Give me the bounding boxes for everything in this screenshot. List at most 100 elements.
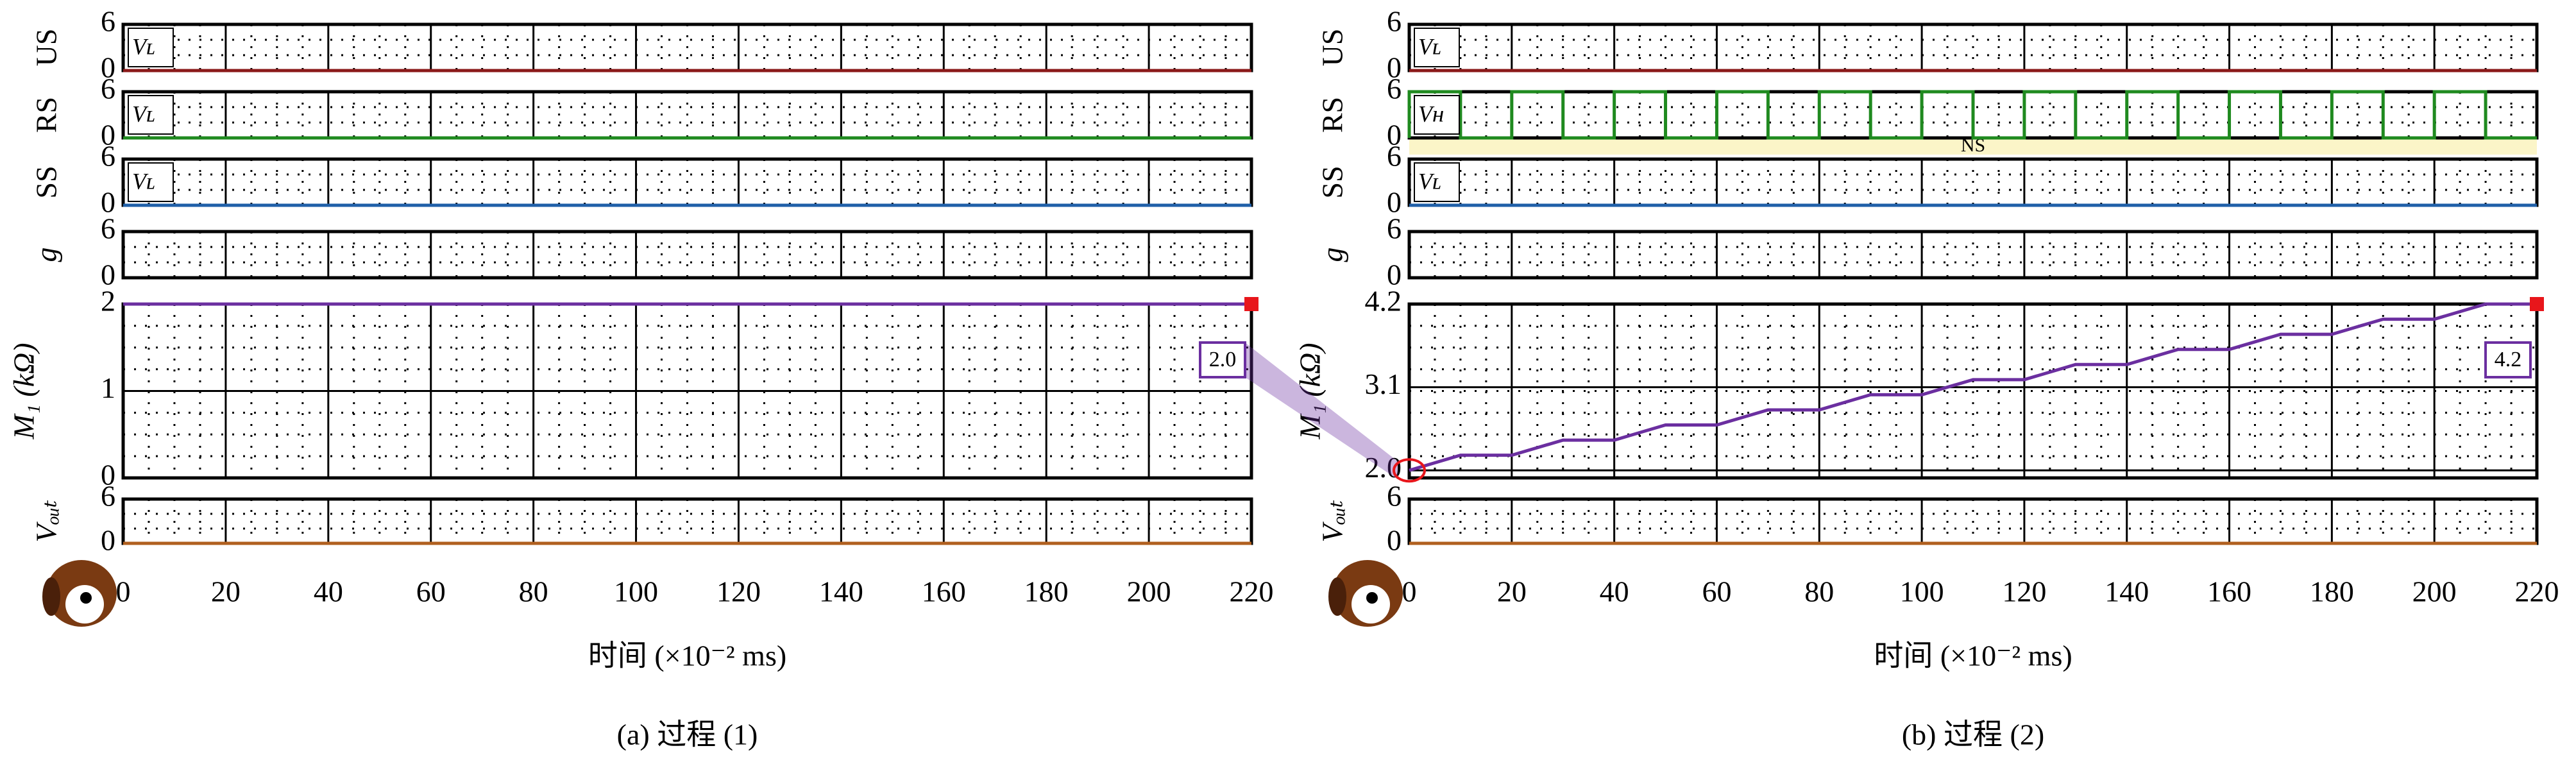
y-axis-label: g: [30, 248, 63, 262]
caption: (b) 过程 (2): [1902, 718, 2044, 751]
x-tick-label: 100: [1900, 575, 1944, 608]
x-tick-label: 120: [2002, 575, 2046, 608]
inner-label: Vʟ: [132, 168, 155, 194]
inner-label-box: [1414, 28, 1460, 67]
x-tick-label: 180: [2310, 575, 2354, 608]
y-axis-label: RS: [1316, 97, 1349, 133]
dog-nose: [1366, 592, 1378, 604]
inner-label: Vʜ: [1418, 101, 1444, 126]
inner-label: Vʟ: [132, 33, 155, 59]
x-tick-label: 180: [1024, 575, 1069, 608]
dog-muzzle: [1352, 585, 1390, 624]
x-tick-label: 140: [2105, 575, 2149, 608]
annotation-box: [2484, 341, 2532, 378]
y-axis-label: RS: [30, 97, 63, 133]
inner-label: Vʟ: [1418, 33, 1441, 59]
y-tick-label: 2: [101, 285, 115, 318]
y-axis-label: M₁ (kΩ): [8, 343, 40, 439]
dog-icon: [42, 560, 117, 627]
x-axis-label: 时间 (×10⁻² ms): [1874, 640, 2072, 672]
x-tick-label: 160: [2207, 575, 2251, 608]
end-marker: [1244, 297, 1258, 311]
y-tick-label: 0: [1387, 186, 1402, 219]
x-tick-label: 100: [614, 575, 658, 608]
x-tick-label: 120: [716, 575, 761, 608]
caption: (a) 过程 (1): [617, 718, 758, 751]
y-tick-label: 1: [101, 371, 115, 404]
y-axis-label: SS: [1316, 166, 1349, 198]
dog-ear: [1328, 577, 1346, 616]
y-tick-label: 0: [101, 524, 115, 557]
annotation: 2.0: [1209, 348, 1237, 371]
dog-muzzle: [65, 585, 104, 624]
x-tick-label: 40: [1600, 575, 1629, 608]
inner-label: Vʟ: [1418, 168, 1441, 194]
x-tick-label: 220: [1230, 575, 1274, 608]
y-axis-label: US: [1316, 29, 1349, 67]
y-tick-label: 0: [101, 51, 115, 84]
x-tick-label: 80: [1804, 575, 1834, 608]
x-tick-label: 200: [2412, 575, 2457, 608]
y-tick-label: 3.1: [1365, 368, 1402, 400]
x-tick-label: 60: [1702, 575, 1731, 608]
subplot-frame: [1407, 230, 2539, 280]
dog-ear: [42, 577, 60, 616]
y-axis-label: g: [1316, 248, 1349, 262]
inner-label-box: [128, 28, 174, 67]
annotation-box: [1199, 341, 1246, 378]
y-axis-label: Vₒᵤₜ: [30, 500, 63, 542]
y-tick-label: 6: [1387, 140, 1402, 173]
y-tick-label: 6: [101, 212, 115, 245]
y-tick-label: 6: [101, 72, 115, 105]
y-tick-label: 6: [1387, 5, 1402, 38]
y-tick-label: 0: [101, 119, 115, 151]
y-tick-label: 0: [101, 459, 115, 491]
inner-label: Vʟ: [132, 101, 155, 126]
dog-nose: [80, 592, 92, 604]
x-tick-label: 20: [211, 575, 241, 608]
x-axis-label: 时间 (×10⁻² ms): [588, 640, 786, 672]
subplot-frame: [121, 230, 1253, 280]
y-tick-label: 6: [101, 480, 115, 513]
y-tick-label: 6: [101, 5, 115, 38]
inner-label-box: [128, 95, 174, 135]
y-tick-label: 6: [1387, 72, 1402, 105]
zoom-connector: [1245, 343, 1398, 480]
inner-label-box: [128, 162, 174, 202]
start-highlight: [1393, 458, 1426, 483]
x-tick-label: 80: [519, 575, 548, 608]
y-tick-label: 4.2: [1365, 285, 1402, 318]
y-tick-label: 6: [1387, 480, 1402, 513]
series-line: [1409, 302, 2537, 472]
x-tick-label: 220: [2515, 575, 2559, 608]
series-line: [1407, 90, 2537, 140]
y-tick-label: 0: [1387, 259, 1402, 291]
x-tick-label: 160: [922, 575, 966, 608]
y-axis-label: M₁ (kΩ): [1294, 343, 1326, 439]
x-tick-label: 200: [1127, 575, 1171, 608]
annotation: 4.2: [2495, 348, 2522, 371]
y-tick-label: 0: [101, 259, 115, 291]
x-tick-label: 0: [1402, 575, 1417, 608]
x-tick-label: 20: [1497, 575, 1527, 608]
subplot-frame: [1407, 302, 2539, 480]
inner-label-box: [1414, 95, 1460, 135]
dog-icon: [1328, 560, 1403, 627]
y-axis-label: Vₒᵤₜ: [1316, 500, 1349, 542]
y-tick-label: 6: [101, 140, 115, 173]
inner-label-box: [1414, 162, 1460, 202]
x-tick-label: 140: [819, 575, 863, 608]
end-marker: [2530, 297, 2544, 311]
ns-band: [1409, 138, 2537, 155]
x-tick-label: 60: [416, 575, 446, 608]
y-axis-label: SS: [30, 166, 63, 198]
x-tick-label: 40: [314, 575, 343, 608]
y-tick-label: 0: [1387, 524, 1402, 557]
y-axis-label: US: [30, 29, 63, 67]
y-tick-label: 0: [101, 186, 115, 219]
y-tick-label: 0: [1387, 51, 1402, 84]
x-tick-label: 0: [116, 575, 131, 608]
y-tick-label: 0: [1387, 119, 1402, 151]
y-tick-label: 6: [1387, 212, 1402, 245]
